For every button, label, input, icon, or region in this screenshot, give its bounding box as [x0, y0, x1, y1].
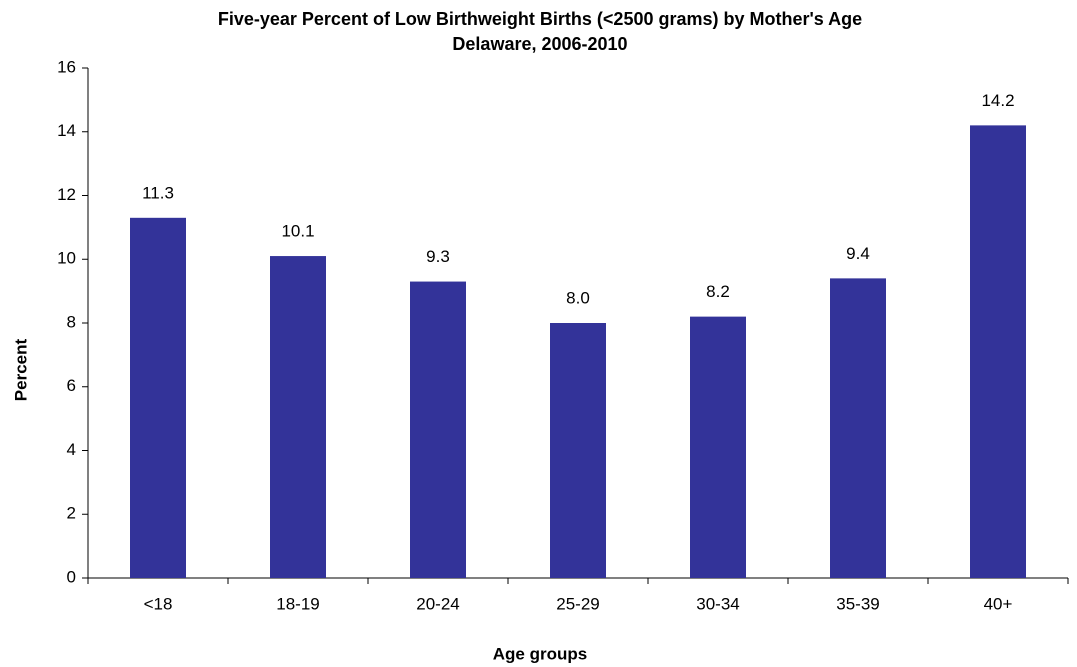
data-label: 10.1: [281, 222, 314, 241]
chart-title: Five-year Percent of Low Birthweight Bir…: [218, 9, 862, 29]
y-tick-label: 10: [57, 249, 76, 268]
y-tick-label: 12: [57, 185, 76, 204]
y-tick-label: 14: [57, 121, 76, 140]
bar: [130, 217, 186, 578]
y-tick-label: 4: [67, 440, 76, 459]
bar: [410, 281, 466, 578]
data-label: 9.3: [426, 247, 450, 266]
y-tick-label: 2: [67, 504, 76, 523]
data-label: 14.2: [981, 91, 1014, 110]
chart-subtitle: Delaware, 2006-2010: [452, 34, 627, 54]
bar: [830, 278, 886, 578]
x-tick-label: 25-29: [556, 594, 599, 613]
y-axis-title: Percent: [11, 338, 30, 401]
data-label: 11.3: [142, 183, 174, 202]
bar: [970, 125, 1026, 578]
x-tick-label: <18: [144, 594, 173, 613]
data-label: 9.4: [846, 244, 870, 263]
y-tick-label: 8: [67, 312, 76, 331]
y-tick-label: 16: [57, 57, 76, 76]
data-label: 8.0: [566, 288, 590, 307]
y-tick-label: 6: [67, 376, 76, 395]
y-tick-label: 0: [67, 567, 76, 586]
data-label: 8.2: [706, 282, 730, 301]
x-tick-label: 40+: [984, 594, 1013, 613]
x-tick-label: 30-34: [696, 594, 739, 613]
x-tick-label: 18-19: [276, 594, 319, 613]
bar: [550, 323, 606, 578]
x-axis-title: Age groups: [493, 644, 587, 663]
bar: [690, 316, 746, 578]
x-tick-label: 35-39: [836, 594, 879, 613]
bar: [270, 256, 326, 578]
x-tick-label: 20-24: [416, 594, 459, 613]
